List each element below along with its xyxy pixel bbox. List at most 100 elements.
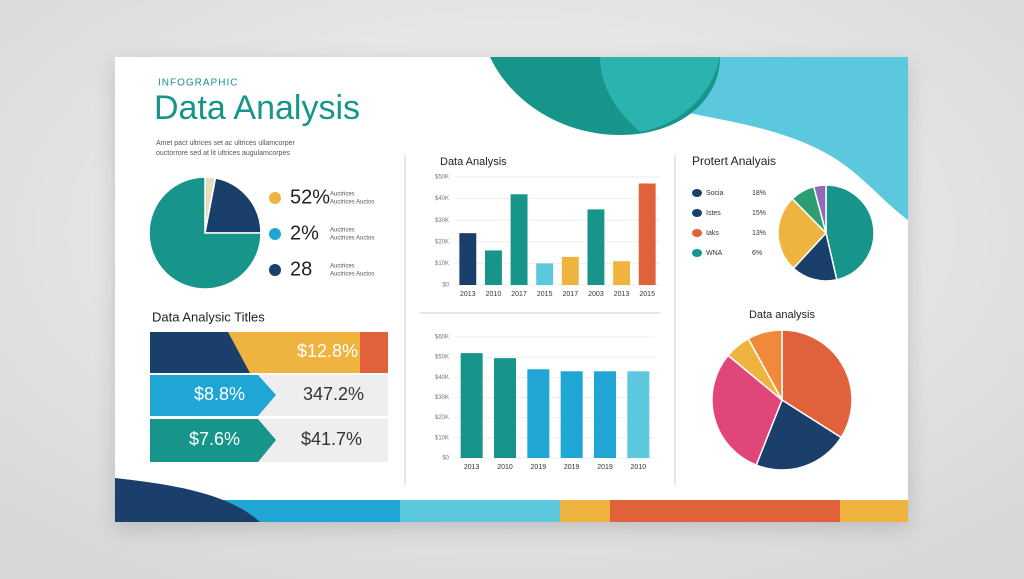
stat-caption: Auctrices	[330, 192, 355, 198]
footer-band	[560, 500, 610, 522]
bar	[510, 194, 528, 285]
stat-caption: Auctrices Auctos	[330, 272, 374, 278]
pie-slice	[812, 184, 827, 234]
table-text: 347.2%	[303, 384, 364, 404]
pie-slice	[777, 197, 828, 270]
table-text: $12.8%	[297, 341, 358, 361]
y-tick-label: $0	[442, 283, 449, 289]
stat-value: 2%	[290, 222, 319, 244]
x-tick-label: 2019	[564, 464, 580, 471]
y-tick-label: $40K	[435, 375, 449, 381]
subtitle: ouctorrore sed at lit ultrices augulamco…	[156, 150, 290, 157]
bar	[494, 358, 516, 458]
deco-shape	[600, 57, 720, 132]
stat-value: 52%	[290, 186, 330, 208]
table-cell	[150, 332, 250, 373]
pie-slice	[792, 231, 838, 282]
footer-band	[400, 500, 560, 522]
stat-caption: Auctrices Auctos	[330, 236, 374, 242]
table-text: $7.6%	[189, 429, 240, 449]
x-tick-label: 2015	[537, 291, 553, 298]
y-tick-label: $50K	[435, 355, 449, 361]
table-cell	[150, 419, 276, 462]
pie-slice	[825, 184, 875, 281]
stat-caption: Auctrices Auctos	[330, 200, 374, 206]
title: Data Analysis	[154, 89, 360, 127]
x-tick-label: 2013	[614, 291, 630, 298]
bar	[627, 371, 650, 458]
chart-title: Data Analysis	[440, 156, 507, 168]
footer-band	[115, 478, 260, 522]
table-title: Data Analysic Titles	[152, 309, 265, 324]
pie-slice	[755, 398, 843, 471]
bar	[587, 209, 605, 285]
y-tick-label: $60K	[435, 335, 449, 341]
y-tick-label: $20K	[435, 239, 449, 245]
y-tick-label: $10K	[435, 435, 449, 441]
table-text: $41.7%	[301, 429, 362, 449]
bar	[460, 353, 483, 458]
stat-caption: Auctrices	[330, 264, 355, 270]
pie-slice	[747, 329, 783, 401]
y-tick-label: $20K	[435, 415, 449, 421]
stat-value: 28	[290, 258, 312, 280]
legend-dot	[692, 249, 702, 257]
legend-value: 15%	[752, 210, 766, 217]
x-tick-label: 2015	[639, 291, 655, 298]
y-tick-label: $0	[442, 456, 449, 462]
x-tick-label: 2010	[631, 464, 647, 471]
bar	[536, 263, 554, 285]
subtitle: Amet pact ultrices set ac ultrices ullam…	[156, 140, 296, 147]
x-tick-label: 2010	[497, 464, 513, 471]
x-tick-label: 2017	[511, 291, 527, 298]
bar	[484, 250, 502, 285]
x-tick-label: 2017	[563, 291, 579, 298]
pie-slice	[711, 354, 783, 467]
footer-band	[610, 500, 840, 522]
footer-band	[840, 500, 908, 522]
x-tick-label: 2013	[464, 464, 480, 471]
stat-caption: Auctrices	[330, 228, 355, 234]
x-tick-label: 2003	[588, 291, 604, 298]
table-cell	[150, 375, 276, 416]
kicker: INFOGRAPHIC	[158, 78, 238, 89]
table-cell	[360, 332, 388, 373]
y-tick-label: $10K	[435, 261, 449, 267]
bar	[459, 233, 477, 285]
bar	[527, 369, 550, 458]
x-tick-label: 2010	[486, 291, 502, 298]
legend-dot	[692, 189, 702, 197]
chart-title: Data analysis	[749, 309, 816, 321]
legend-title: Protert Analyais	[692, 154, 776, 168]
stat-dot	[269, 192, 281, 204]
pie-slice	[204, 177, 262, 234]
bar	[638, 183, 656, 285]
legend-dot	[692, 229, 702, 237]
pie-slice	[148, 176, 262, 290]
legend-name: Socia	[706, 190, 724, 197]
y-tick-label: $40K	[435, 196, 449, 202]
x-tick-label: 2013	[460, 291, 476, 298]
legend-name: Iaks	[706, 230, 719, 237]
stat-dot	[269, 264, 281, 276]
table-text: $8.8%	[194, 384, 245, 404]
bar	[594, 371, 616, 458]
bar	[560, 371, 583, 458]
legend-name: WNA	[706, 250, 723, 257]
legend-value: 13%	[752, 230, 766, 237]
y-tick-label: $30K	[435, 395, 449, 401]
legend-value: 18%	[752, 190, 766, 197]
bar	[613, 261, 631, 285]
x-tick-label: 2019	[597, 464, 613, 471]
x-tick-label: 2019	[531, 464, 547, 471]
bar	[561, 256, 579, 285]
y-tick-label: $30K	[435, 218, 449, 224]
legend-name: Istes	[706, 210, 721, 217]
legend-value: 6%	[752, 250, 762, 257]
table: $12.8% $8.8% 347.2% $7.6% $41.7%	[150, 332, 388, 462]
stat-dot	[269, 228, 281, 240]
legend-dot	[692, 209, 702, 217]
y-tick-label: $50K	[435, 175, 449, 181]
